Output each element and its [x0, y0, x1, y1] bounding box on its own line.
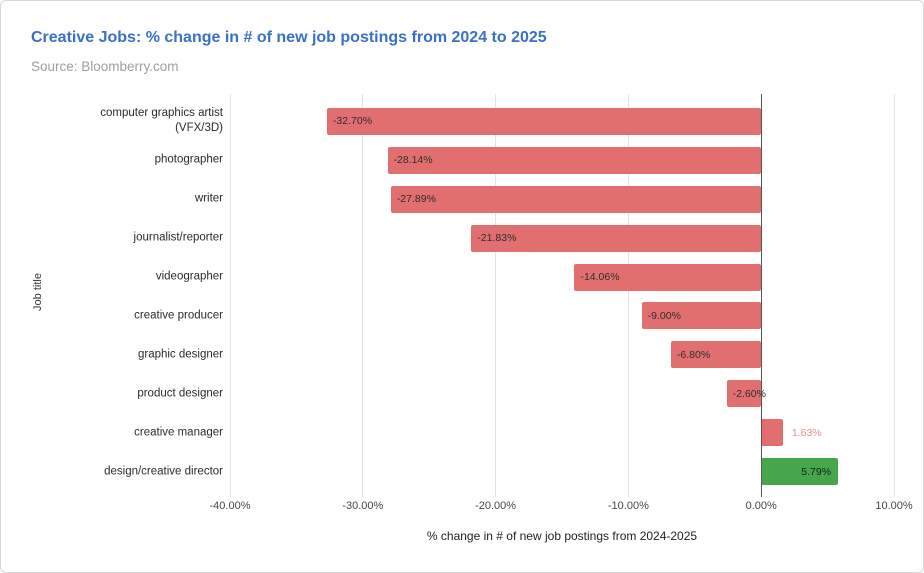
- gridline: [627, 94, 629, 497]
- category-label: creative manager: [134, 426, 223, 439]
- x-tick-label: -10.00%: [607, 500, 649, 512]
- bar-value-label: 1.63%: [791, 426, 822, 439]
- bar-value-label: -6.80%: [676, 348, 711, 361]
- gridline: [495, 94, 497, 497]
- category-label: product designer: [137, 387, 223, 400]
- bar-value-label: -28.14%: [393, 154, 433, 167]
- bar: [574, 263, 762, 291]
- category-label: photographer: [154, 153, 223, 166]
- bar-value-label: -9.00%: [647, 309, 681, 322]
- x-tick-label: 0.00%: [745, 500, 777, 512]
- bar: [387, 146, 762, 174]
- category-label: journalist/reporter: [133, 231, 223, 244]
- x-axis-title: % change in # of new job postings from 2…: [426, 529, 698, 543]
- bar-value-label: -32.70%: [332, 115, 373, 128]
- plot-area: -32.70% -28.14% -27.89% -21.83% -14.06% -9.00…: [229, 94, 895, 497]
- bar-value-label: -14.06%: [580, 271, 620, 284]
- chart-title: Creative Jobs: % change in # of new job …: [31, 29, 547, 46]
- category-label: writer: [194, 192, 223, 205]
- category-label: graphic designer: [137, 348, 223, 361]
- gridline: [362, 94, 364, 497]
- bar: [761, 419, 783, 447]
- category-label: creative producer: [134, 309, 223, 322]
- bar: [726, 380, 762, 408]
- category-label: design/creative director: [104, 465, 223, 478]
- zero-axis-line: [760, 94, 762, 497]
- bar: [471, 224, 762, 252]
- bar: [670, 341, 762, 369]
- x-tick-label: 10.00%: [875, 500, 913, 512]
- chart-source: Source: Bloomberry.com: [31, 59, 179, 74]
- bar-value-label: 5.79%: [801, 465, 832, 478]
- gridline: [893, 94, 895, 497]
- x-tick-label: -40.00%: [209, 500, 251, 512]
- bar: [326, 107, 762, 135]
- x-tick-label: -20.00%: [475, 500, 517, 512]
- category-label: videographer: [155, 270, 223, 283]
- bar: [761, 458, 839, 486]
- x-tick-label: -30.00%: [342, 500, 384, 512]
- category-label: computer graphics artist (VFX/3D): [100, 107, 223, 135]
- bar-value-label: -2.60%: [732, 387, 766, 400]
- bar: [641, 302, 762, 330]
- gridline: [229, 94, 231, 497]
- bar-value-label: -27.89%: [396, 193, 436, 206]
- bar-value-label: -21.83%: [477, 232, 517, 245]
- bar: [390, 185, 762, 213]
- y-axis-title: Job title: [32, 273, 44, 311]
